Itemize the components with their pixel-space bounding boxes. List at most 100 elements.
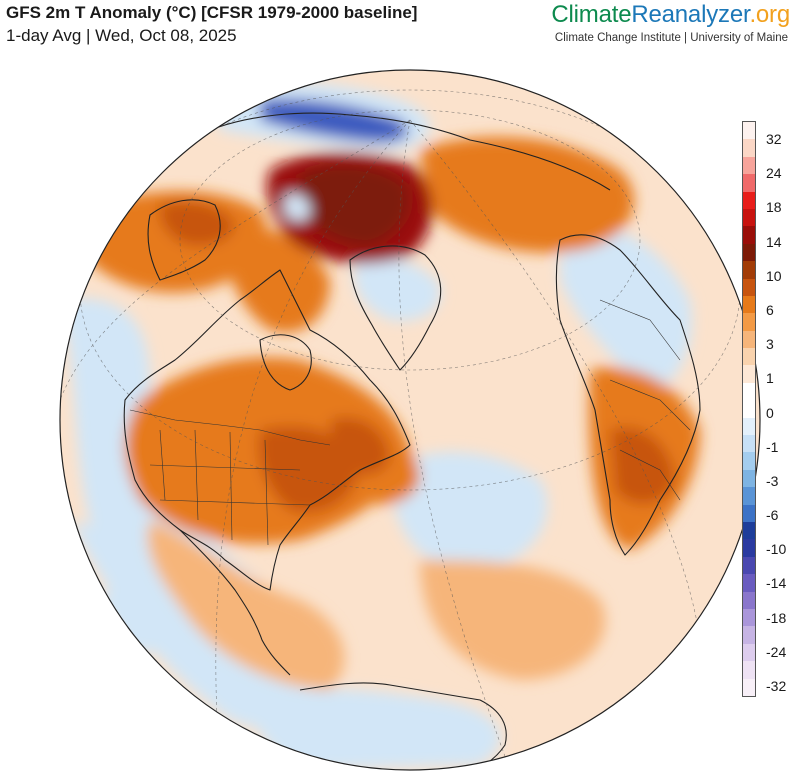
legend-label: 0 [766,404,774,421]
legend-label: -1 [766,438,779,455]
legend-label: -3 [766,472,779,489]
us-state-line-2 [194,429,199,521]
europe-border-3 [619,449,681,501]
legend-swatch [743,243,755,262]
legend-swatch [743,556,755,575]
europe-border-1 [599,299,681,361]
europe-border-2 [609,379,691,431]
north-america-coast [123,269,411,591]
us-state-line-5 [149,464,301,471]
legend-swatch [743,278,755,296]
siberia-warm [420,136,635,253]
legend-swatch [743,208,755,227]
legend-swatch [743,261,755,279]
arctic-canada-warm [227,227,330,333]
map-subtitle: 1-day Avg | Wed, Oct 08, 2025 [6,26,237,45]
legend-swatch [743,469,755,488]
baffin-cool-spot [284,193,311,222]
legend-label: 14 [766,233,782,250]
legend-label: 32 [766,131,782,147]
legend-label: 18 [766,199,782,216]
legend-swatch [743,417,755,436]
legend-swatch [743,191,755,209]
legend-swatch [743,156,755,175]
globe-field [60,70,760,770]
coastline-layer [123,112,701,770]
alaska-hot [159,201,235,246]
pacific-east-warm [147,520,345,690]
south-america-cool [250,688,501,770]
legend-swatch [743,382,755,401]
legend-swatch [743,139,755,157]
us-state-line-4 [264,439,269,546]
greenland-coast [349,245,442,371]
legend-swatch [743,226,755,244]
hudson-bay-coast [259,334,312,391]
graticule-lon-1 [398,119,511,770]
brand-part-reanalyzer: Reanalyzer [631,1,750,28]
legend-swatch [743,608,755,627]
legend-swatch [743,521,755,540]
alaska-coast [147,199,221,281]
graticule-lon-3 [409,119,701,641]
legend-swatch [743,574,755,592]
europe-south-warm [610,427,675,504]
legend-swatch [743,626,755,644]
brand-tagline: Climate Change Institute | University of… [554,32,788,44]
political-borders [129,299,691,546]
brand-part-org: .org [749,1,790,28]
arctic-very-hot [300,165,409,245]
legend-swatch [743,174,755,192]
legend-label: 6 [766,301,774,318]
globe-outline [59,69,761,771]
legend-swatch [743,678,755,696]
color-legend-bar [742,121,756,697]
legend-swatch [743,452,755,470]
legend-label: -6 [766,507,779,524]
anomaly-blobs [60,82,700,770]
central-america-coast [179,529,291,676]
graticule-lon-4 [60,119,411,401]
map-title: GFS 2m T Anomaly (°C) [CFSR 1979-2000 ba… [6,3,418,22]
legend-swatch [743,313,755,331]
legend-label: -14 [766,575,787,592]
legend-swatch [743,435,755,453]
legend-label: -24 [766,643,787,660]
quebec-warm [330,417,390,475]
brand-logo[interactable]: ClimateReanalyzer.org [551,1,790,29]
legend-label: -32 [766,678,787,694]
legend-swatch [743,504,755,522]
legend-swatch [743,400,755,418]
us-state-line-1 [159,429,166,501]
legend-swatch [743,330,755,349]
legend-swatch [743,365,755,383]
legend-swatch [743,539,755,557]
legend-label: 10 [766,267,782,284]
legend-label: 3 [766,336,774,353]
scandinavia-cool [560,223,692,392]
legend-label: 1 [766,370,774,387]
us-state-line-6 [159,499,311,506]
graticule-lat-2 [179,109,641,371]
legend-swatch [743,295,755,314]
legend-swatch [743,122,755,140]
legend-swatch [743,643,755,662]
siberia-cold-pocket [260,98,409,143]
europe-coast [555,234,701,556]
greenland-cool [354,257,441,321]
atlantic-subtropic-warm [420,560,606,680]
south-america-coast [299,682,507,770]
legend-swatch [743,487,755,505]
graticule-lon-2 [215,119,411,770]
us-canada-border [129,409,331,446]
legend-swatch [743,348,755,366]
legend-label: -18 [766,609,787,626]
legend-swatch [743,591,755,609]
legend-label: -10 [766,541,787,558]
us-state-line-3 [229,431,233,541]
legend-label: 24 [766,165,782,182]
siberia-coast [209,112,611,191]
brand-part-climate: Climate [551,1,632,28]
legend-swatch [743,661,755,679]
